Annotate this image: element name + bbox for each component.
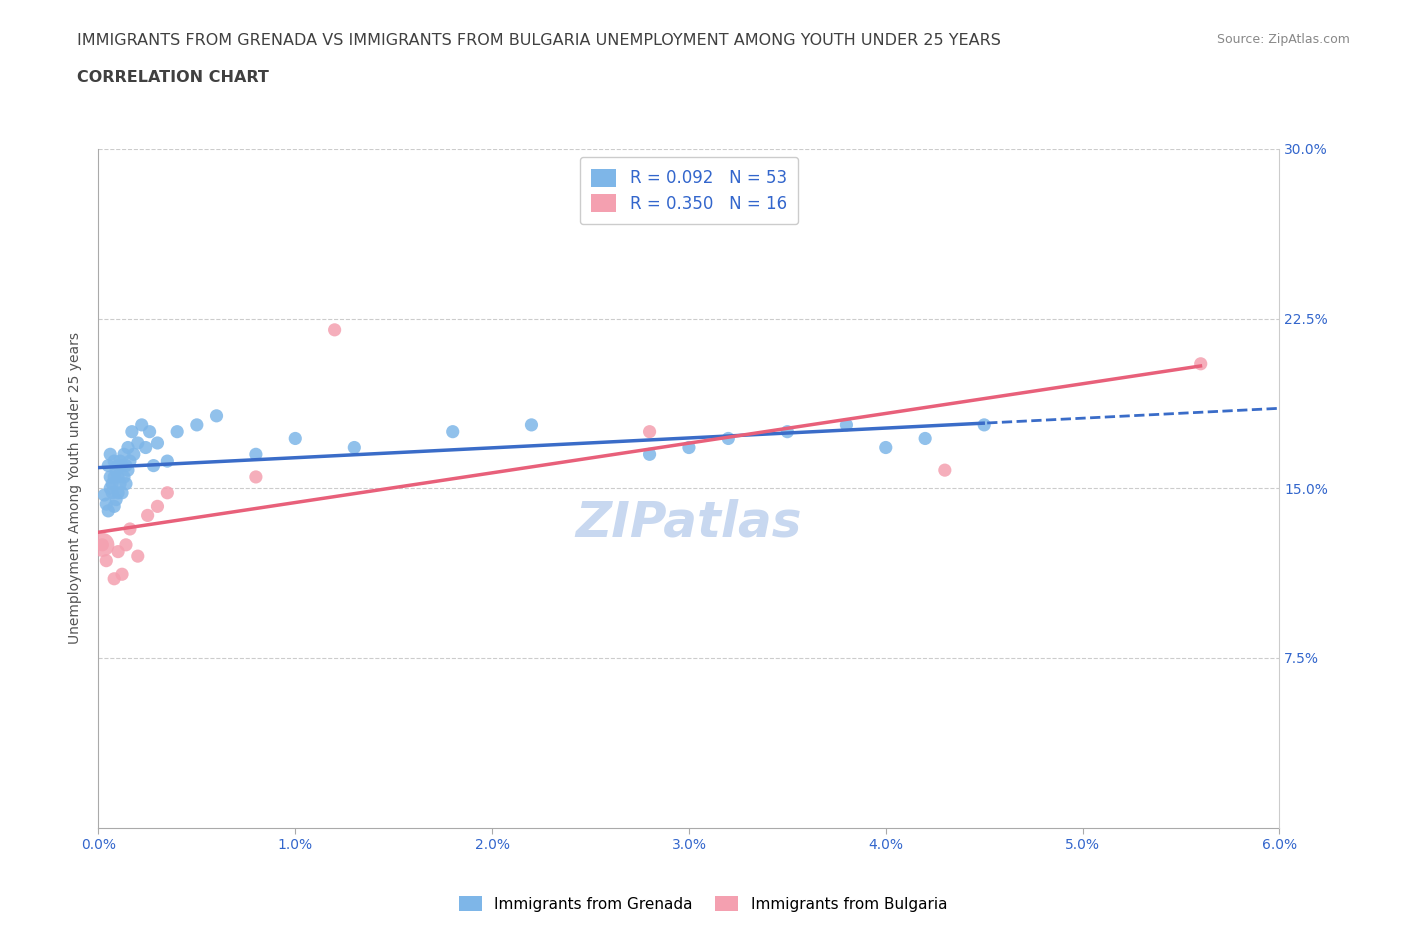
Point (111, 485, 134, 500)
Point (127, 435, 149, 450)
Point (323, 323, 346, 338)
Point (98, 481, 121, 496)
Point (105, 492, 128, 507)
Legend: R = 0.092   N = 53, R = 0.350   N = 16: R = 0.092 N = 53, R = 0.350 N = 16 (579, 157, 799, 224)
Point (156, 485, 179, 500)
Point (146, 435, 169, 450)
Point (107, 544, 129, 559)
Point (186, 418, 208, 432)
Point (103, 454, 125, 469)
Point (103, 571, 125, 586)
Point (520, 418, 543, 432)
Point (111, 566, 134, 581)
Point (93, 487, 115, 502)
Point (1189, 356, 1212, 371)
Text: CORRELATION CHART: CORRELATION CHART (77, 70, 269, 85)
Text: ZIPatlas: ZIPatlas (575, 498, 803, 546)
Point (245, 470, 267, 485)
Point (97, 458, 120, 473)
Point (115, 458, 138, 473)
Point (156, 454, 179, 469)
Point (441, 424, 464, 439)
Point (105, 463, 128, 478)
Point (108, 454, 131, 469)
Point (101, 476, 124, 491)
Point (914, 431, 936, 445)
Point (117, 463, 139, 478)
Point (343, 440, 366, 455)
Point (122, 446, 145, 461)
Point (96, 553, 118, 568)
Point (138, 424, 160, 439)
Point (98, 470, 121, 485)
Y-axis label: Unemployment Among Youth under 25 years: Unemployment Among Youth under 25 years (69, 332, 83, 644)
Point (107, 470, 129, 485)
Point (101, 485, 124, 500)
Point (776, 424, 799, 439)
Point (678, 440, 700, 455)
Point (117, 440, 139, 455)
Point (98, 446, 121, 461)
Point (131, 418, 153, 432)
Point (91, 538, 114, 552)
Point (835, 418, 858, 432)
Point (108, 476, 131, 491)
Legend: Immigrants from Grenada, Immigrants from Bulgaria: Immigrants from Grenada, Immigrants from… (453, 889, 953, 918)
Text: IMMIGRANTS FROM GRENADA VS IMMIGRANTS FROM BULGARIA UNEMPLOYMENT AMONG YOUTH UND: IMMIGRANTS FROM GRENADA VS IMMIGRANTS FR… (77, 33, 1001, 47)
Point (166, 424, 188, 439)
Point (107, 458, 129, 473)
Point (127, 549, 149, 564)
Point (112, 446, 135, 461)
Point (205, 408, 228, 423)
Point (146, 498, 169, 513)
Point (717, 431, 740, 445)
Point (91, 538, 114, 552)
Point (135, 440, 157, 455)
Point (118, 522, 141, 537)
Point (875, 440, 897, 455)
Point (115, 476, 138, 491)
Point (103, 498, 125, 513)
Text: Source: ZipAtlas.com: Source: ZipAtlas.com (1216, 33, 1350, 46)
Point (136, 508, 159, 523)
Point (96, 497, 118, 512)
Point (115, 538, 138, 552)
Point (121, 424, 143, 439)
Point (112, 470, 135, 485)
Point (111, 458, 134, 473)
Point (142, 458, 165, 473)
Point (973, 418, 995, 432)
Point (118, 454, 141, 469)
Point (97, 503, 120, 518)
Point (934, 463, 956, 478)
Point (638, 424, 661, 439)
Point (245, 446, 267, 461)
Point (284, 431, 307, 445)
Point (107, 485, 129, 500)
Point (638, 446, 661, 461)
Point (103, 470, 125, 485)
